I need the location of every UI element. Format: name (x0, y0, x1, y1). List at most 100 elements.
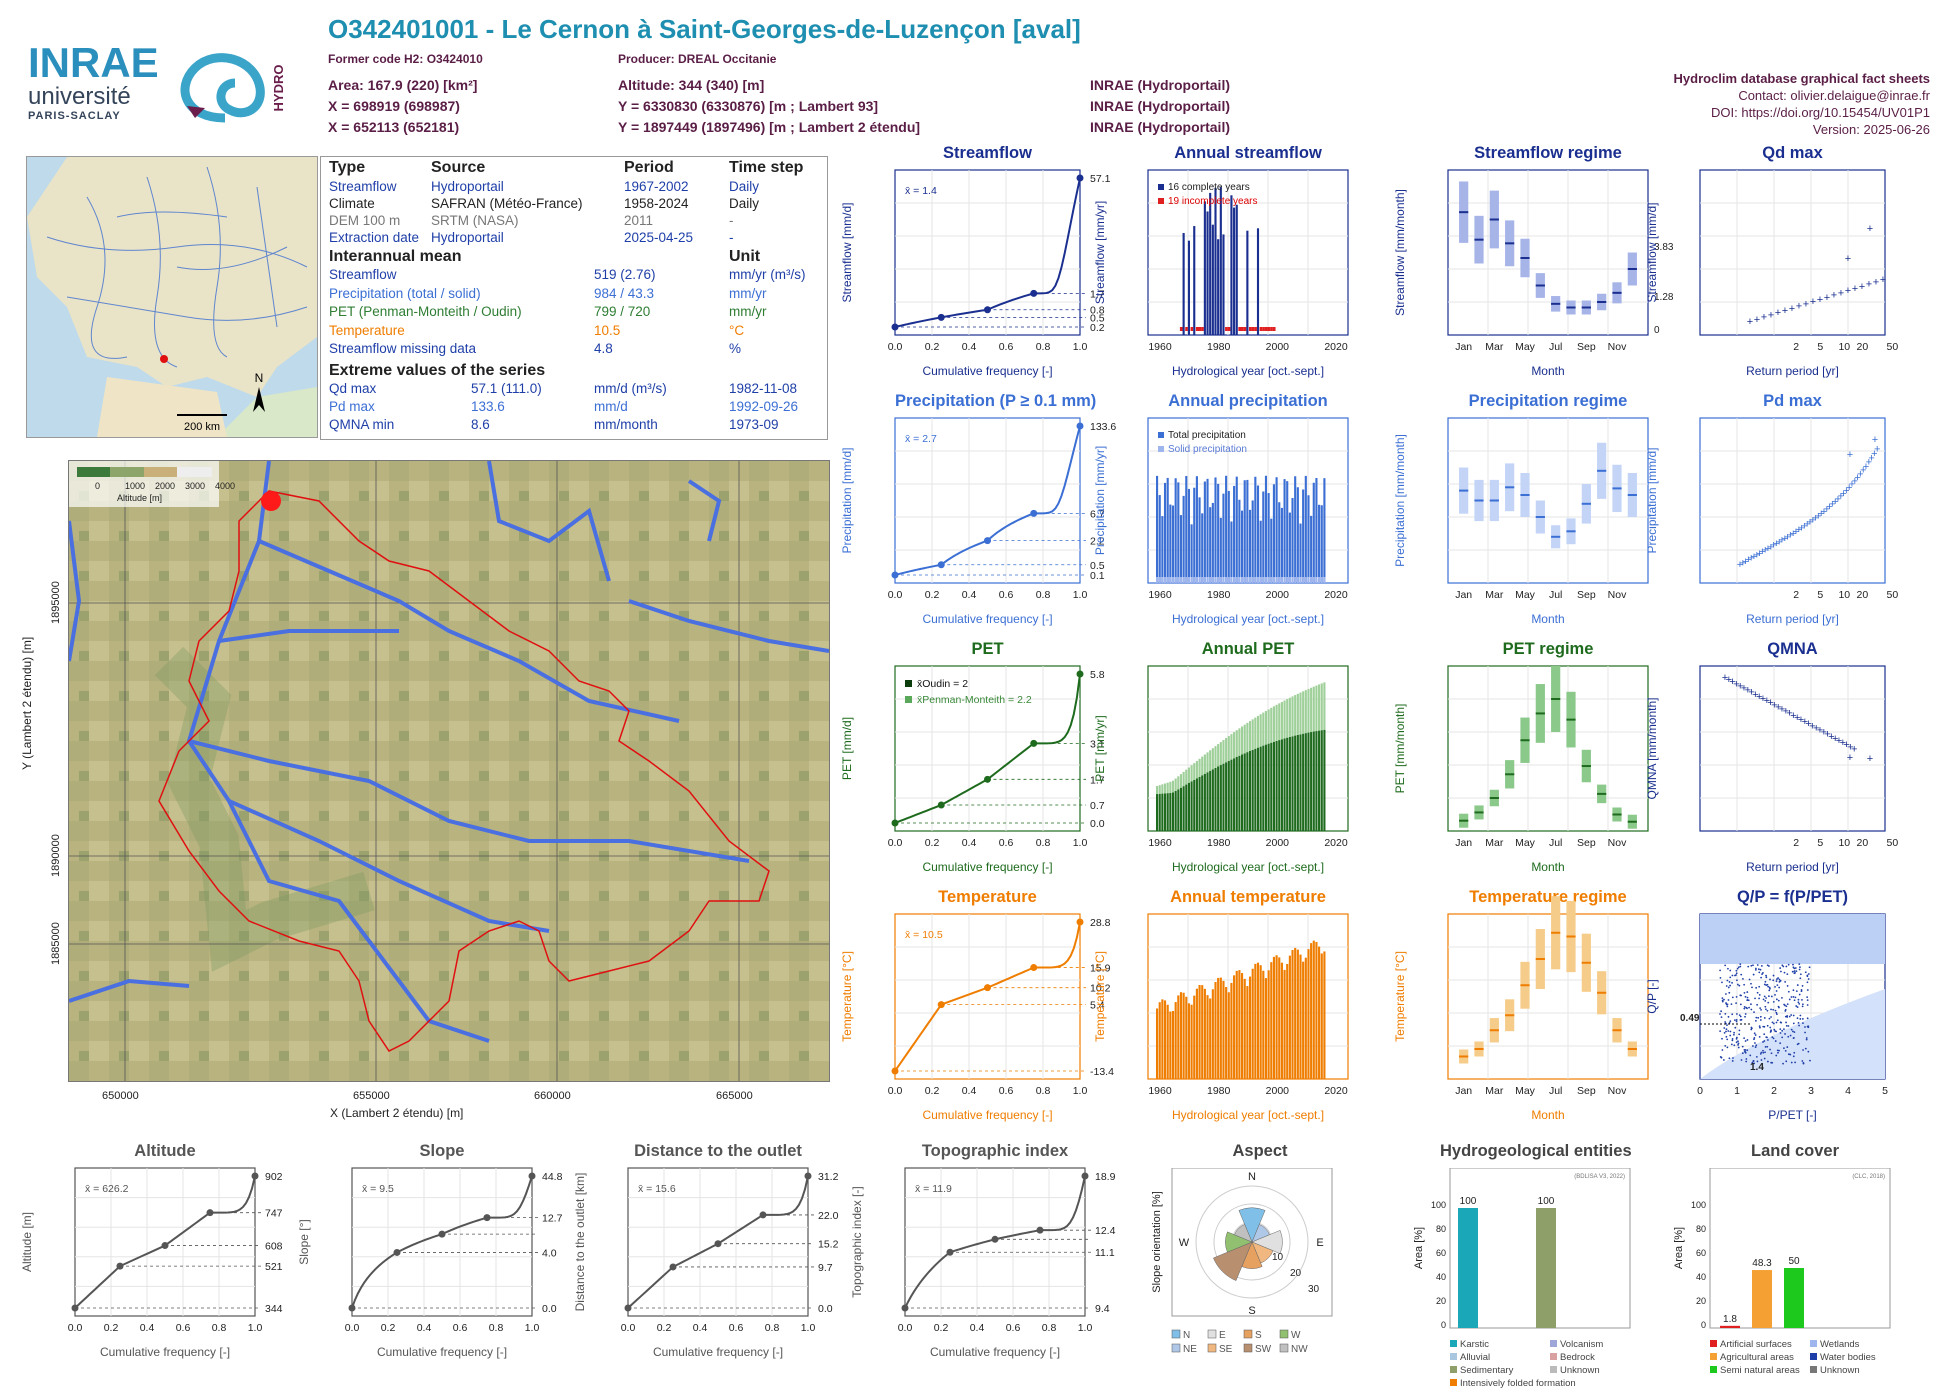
year-bar (1217, 239, 1220, 335)
qp-point (1730, 1003, 1733, 1006)
rp-point: + (1796, 524, 1802, 536)
qp-point (1746, 996, 1749, 999)
plot-area: Streamflow [mm/yr] Hydrological year [oct… (1093, 169, 1349, 378)
qp-point (1797, 998, 1800, 1001)
x-axis-label: Return period [yr] (1746, 612, 1839, 626)
x-axis-label: Month (1531, 1108, 1564, 1122)
qp-point (1743, 983, 1746, 986)
qp-point (1782, 1062, 1784, 1065)
cell: Extraction date (329, 230, 420, 245)
cell: mm/yr (729, 304, 767, 319)
chart-altitude: Altitude [m] Cumulative frequency [-] 0.0 0… (20, 1167, 283, 1359)
year-bar (1187, 488, 1190, 583)
qp-point (1737, 1046, 1740, 1049)
rp-point: + (1824, 503, 1830, 515)
qp-point (1745, 1006, 1748, 1009)
rp-point: + (1829, 499, 1835, 511)
x-tick: 0.2 (104, 1322, 119, 1334)
region-below (1700, 989, 1885, 1079)
x-tick: 2000 (1266, 589, 1290, 601)
year-bar (1296, 487, 1299, 583)
plot-area: Q/P [-] P/PET [-] 0.49 1.4 0 1 2 3 4 5 (1645, 913, 1888, 1122)
legend-swatch (1450, 1353, 1457, 1360)
year-bar (1275, 477, 1278, 583)
qp-point (1806, 974, 1809, 977)
qp-point (1770, 995, 1773, 998)
qp-point (1779, 1032, 1782, 1034)
rp-point: + (1747, 316, 1753, 328)
solid-bar (1312, 577, 1315, 583)
y-tick: 100 (1691, 1200, 1706, 1210)
year-bar (1304, 733, 1307, 831)
qp-point (1769, 978, 1771, 981)
legend-swatch (1158, 198, 1164, 204)
rp-point: + (1863, 461, 1869, 473)
qp-point (1785, 965, 1788, 968)
qp-point (1764, 1046, 1767, 1048)
year-bar (1248, 750, 1252, 831)
qp-point (1780, 970, 1782, 973)
x-tick: 5 (1817, 837, 1823, 849)
pm-bar (1177, 776, 1180, 790)
legend-swatch (1207, 1343, 1217, 1353)
y-axis-label: Temperature [°C] (1393, 951, 1407, 1042)
qp-point (1794, 971, 1796, 974)
qp-point (1747, 999, 1750, 1002)
pm-bar (1320, 683, 1323, 731)
rp-point: + (1817, 725, 1823, 737)
qp-point (1744, 1015, 1746, 1018)
qp-point (1727, 967, 1729, 970)
outlet-marker (261, 491, 281, 511)
x-tick: Nov (1608, 1085, 1627, 1097)
qp-point (1750, 982, 1752, 985)
rp-point: + (1843, 485, 1849, 497)
rp-point: + (1854, 472, 1860, 484)
x-tick: 0.6 (999, 589, 1014, 601)
qp-point (1731, 1039, 1734, 1042)
rp-point: + (1764, 695, 1770, 707)
year-bar (1310, 732, 1313, 831)
qp-point (1781, 1036, 1784, 1039)
year-bar (1241, 973, 1244, 1079)
x-tick: 1960 (1148, 589, 1172, 601)
x-axis-label: Cumulative frequency [-] (922, 364, 1052, 378)
rp-point: + (1768, 309, 1774, 321)
area: Area: 167.9 (220) [km²] (328, 77, 478, 93)
qp-point (1801, 1018, 1804, 1020)
year-bar (1272, 484, 1275, 583)
x-tick: 50 (1887, 837, 1899, 849)
right-tick: 0.5 (1090, 560, 1105, 572)
incomplete-bar (1264, 327, 1268, 331)
solid-bar (1307, 577, 1310, 583)
x-tick: Mar (1485, 589, 1504, 601)
solid-bar (1264, 577, 1268, 583)
year-bar (1225, 475, 1228, 583)
qp-point (1755, 1055, 1758, 1058)
qp-point (1749, 1054, 1752, 1057)
qp-point (1729, 984, 1732, 987)
rp-point: + (1872, 434, 1878, 446)
rp-point: + (1809, 720, 1815, 732)
database-info: Hydroclim database graphical fact sheets… (1674, 70, 1930, 138)
year-bar (1174, 478, 1177, 583)
x-tick: Nov (1608, 589, 1627, 601)
qp-point (1739, 965, 1742, 968)
plot-area: Precipitation [mm/yr] Hydrological year [… (1093, 417, 1349, 626)
year-bar (1312, 940, 1315, 1079)
solid-bar (1174, 577, 1177, 583)
qp-point (1727, 1015, 1730, 1018)
rp-point: + (1821, 727, 1827, 739)
legend-label: Unknown (1820, 1365, 1860, 1376)
year-bar (1246, 986, 1249, 1079)
qp-point (1735, 1019, 1738, 1021)
chart-annual_pet: PET [mm/yr] Hydrological year [oct.-sept.… (1093, 665, 1349, 874)
basin-map-xticks: 650000 655000 660000 665000 (68, 1090, 828, 1108)
qp-point (1799, 1014, 1802, 1017)
river-network (69, 461, 829, 1043)
rp-point: + (1775, 701, 1781, 713)
year-bar (1243, 978, 1246, 1079)
year-bar (1198, 776, 1201, 831)
solid-bar (1185, 577, 1188, 583)
legend-swatch (1710, 1340, 1717, 1347)
x-tick: 0.8 (1036, 1085, 1051, 1097)
